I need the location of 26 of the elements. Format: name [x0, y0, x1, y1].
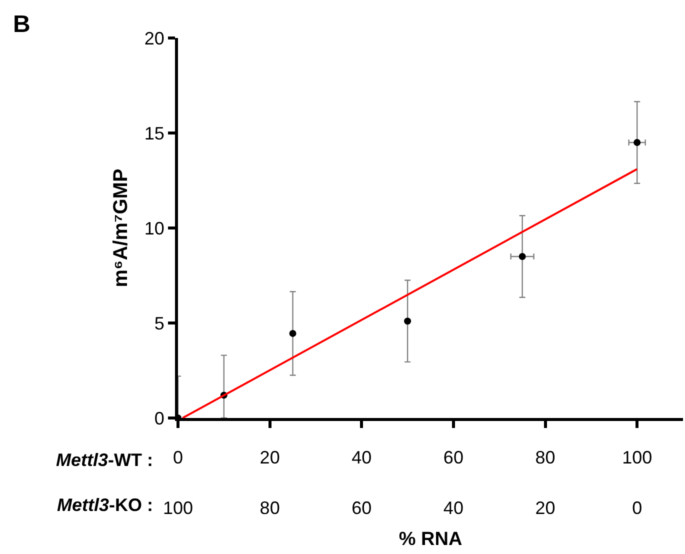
x-axis-title: % RNA — [398, 528, 462, 550]
x2-tick-label: 100 — [162, 498, 194, 518]
point — [634, 139, 641, 146]
y-tick-label: 0 — [154, 408, 164, 428]
x2-tick-label: 40 — [443, 498, 464, 518]
text: Mettl3-WT : — [56, 450, 153, 470]
point — [289, 330, 296, 337]
x2-tick-label: 80 — [260, 498, 280, 518]
y-axis-title: m⁶A/m⁷GMP — [110, 168, 132, 288]
x2-tick-label: 20 — [535, 498, 556, 518]
y-tick-label: 10 — [144, 218, 164, 238]
x-tick-label: 80 — [535, 448, 556, 468]
y-tick-label: 5 — [154, 313, 164, 334]
x2-tick-label: 0 — [632, 498, 642, 518]
y-tick-label: 15 — [144, 123, 164, 144]
point — [404, 318, 412, 325]
x-tick-label: 100 — [622, 448, 652, 468]
text: Mettl3-KO : — [57, 495, 154, 515]
text: B — [13, 11, 30, 38]
point — [518, 252, 526, 260]
x-tick-label: 60 — [443, 448, 464, 468]
x-tick-label: 40 — [352, 448, 372, 468]
y-tick-label: 20 — [144, 28, 164, 48]
x-tick-label: 0 — [172, 448, 184, 468]
x-tick-label: 20 — [260, 448, 280, 468]
x2-tick-label: 60 — [352, 498, 372, 518]
